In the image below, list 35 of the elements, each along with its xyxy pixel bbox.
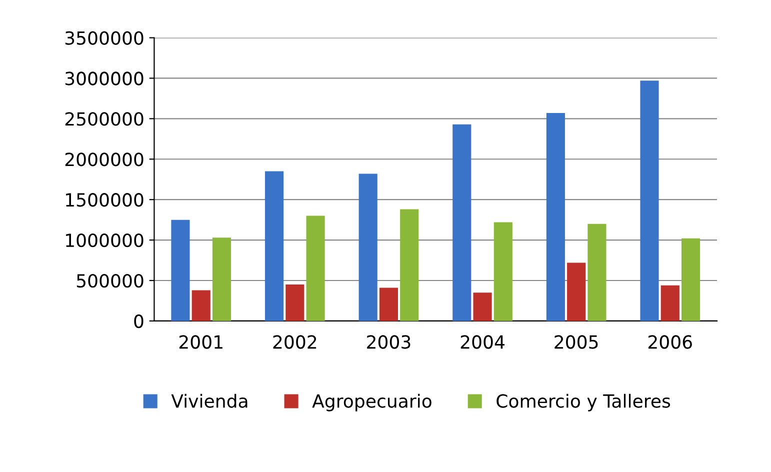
y-tick-label: 3500000 — [65, 31, 144, 45]
bar — [588, 224, 606, 321]
y-tick-label: 500000 — [76, 274, 144, 288]
x-tick-label: 2005 — [554, 335, 598, 349]
bar — [640, 80, 659, 321]
legend-label: Vivienda — [171, 394, 248, 408]
bar — [546, 113, 565, 321]
bar — [660, 285, 680, 321]
bar — [306, 216, 325, 321]
x-tick-label: 2002 — [273, 335, 316, 349]
x-tick-label: 2003 — [367, 335, 410, 349]
bar — [494, 222, 512, 321]
bar — [452, 124, 472, 321]
bar — [400, 209, 419, 321]
bar — [212, 238, 232, 321]
x-tick-label: 2006 — [648, 335, 692, 349]
legend-label: Comercio y Talleres — [496, 394, 670, 412]
bar — [473, 292, 492, 321]
bar — [681, 238, 700, 321]
legend-label: Agropecuario — [312, 394, 432, 412]
y-tick-label: 0 — [134, 314, 144, 328]
y-tick-label: 2500000 — [65, 112, 144, 126]
y-tick-label: 3000000 — [65, 72, 144, 86]
y-tick-label: 1500000 — [66, 193, 144, 207]
y-tick-label: 2000000 — [65, 152, 144, 166]
bar — [358, 174, 378, 321]
x-tick-label: 2001 — [179, 335, 222, 349]
bar — [567, 262, 586, 321]
x-tick-label: 2004 — [460, 335, 504, 349]
bar — [286, 284, 304, 321]
bar — [171, 220, 190, 321]
bar — [379, 288, 398, 321]
bar — [264, 171, 284, 321]
bar — [192, 290, 210, 321]
y-tick-label: 1000000 — [66, 234, 144, 248]
